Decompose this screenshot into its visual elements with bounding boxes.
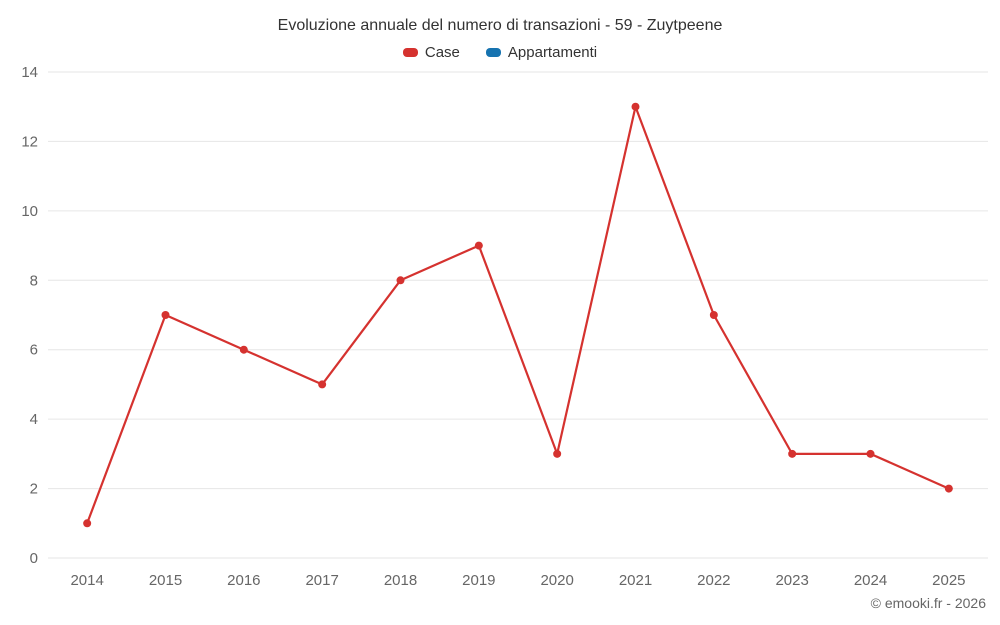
x-axis-label: 2019 bbox=[462, 572, 495, 589]
copyright: © emooki.fr - 2026 bbox=[870, 595, 986, 611]
y-axis-label: 14 bbox=[21, 64, 38, 81]
data-point[interactable] bbox=[709, 311, 718, 319]
legend-swatch-appartamenti bbox=[485, 48, 501, 57]
data-point[interactable] bbox=[318, 380, 327, 389]
series-line-case bbox=[86, 105, 950, 524]
data-point[interactable] bbox=[396, 276, 405, 285]
x-axis-label: 2018 bbox=[384, 572, 417, 589]
x-axis-label: 2016 bbox=[227, 572, 260, 589]
x-axis-label: 2025 bbox=[932, 572, 965, 589]
y-axis-label: 12 bbox=[21, 133, 38, 150]
x-axis-label: 2023 bbox=[775, 572, 808, 589]
data-point[interactable] bbox=[161, 311, 170, 319]
legend-item-case[interactable]: Case bbox=[402, 44, 460, 61]
chart-legend: Case Appartamenti bbox=[0, 44, 1000, 61]
y-axis-label: 6 bbox=[30, 342, 38, 359]
data-point[interactable] bbox=[944, 484, 953, 493]
data-point[interactable] bbox=[788, 449, 797, 458]
legend-label-appartamenti: Appartamenti bbox=[507, 44, 598, 61]
data-point[interactable] bbox=[239, 345, 248, 354]
data-point[interactable] bbox=[83, 519, 92, 528]
x-axis-label: 2022 bbox=[697, 572, 730, 589]
x-axis-label: 2017 bbox=[305, 572, 338, 589]
y-axis-label: 0 bbox=[30, 550, 38, 567]
y-axis-label: 10 bbox=[21, 203, 38, 220]
y-axis-label: 4 bbox=[30, 411, 38, 428]
x-axis-label: 2024 bbox=[854, 572, 887, 589]
legend-swatch-case bbox=[402, 48, 418, 57]
legend-label-case: Case bbox=[424, 44, 460, 61]
x-axis-label: 2015 bbox=[149, 572, 182, 589]
data-point[interactable] bbox=[866, 449, 875, 458]
chart-title: Evoluzione annuale del numero di transaz… bbox=[277, 17, 723, 34]
x-axis-label: 2021 bbox=[619, 572, 652, 589]
data-point[interactable] bbox=[553, 449, 562, 458]
data-point[interactable] bbox=[474, 241, 483, 250]
x-axis-label: 2014 bbox=[70, 572, 103, 589]
y-axis-label: 8 bbox=[30, 272, 38, 289]
y-axis-label: 2 bbox=[30, 481, 38, 498]
legend-item-appartamenti[interactable]: Appartamenti bbox=[485, 44, 598, 61]
data-point[interactable] bbox=[631, 102, 640, 111]
x-axis-label: 2020 bbox=[540, 572, 573, 589]
